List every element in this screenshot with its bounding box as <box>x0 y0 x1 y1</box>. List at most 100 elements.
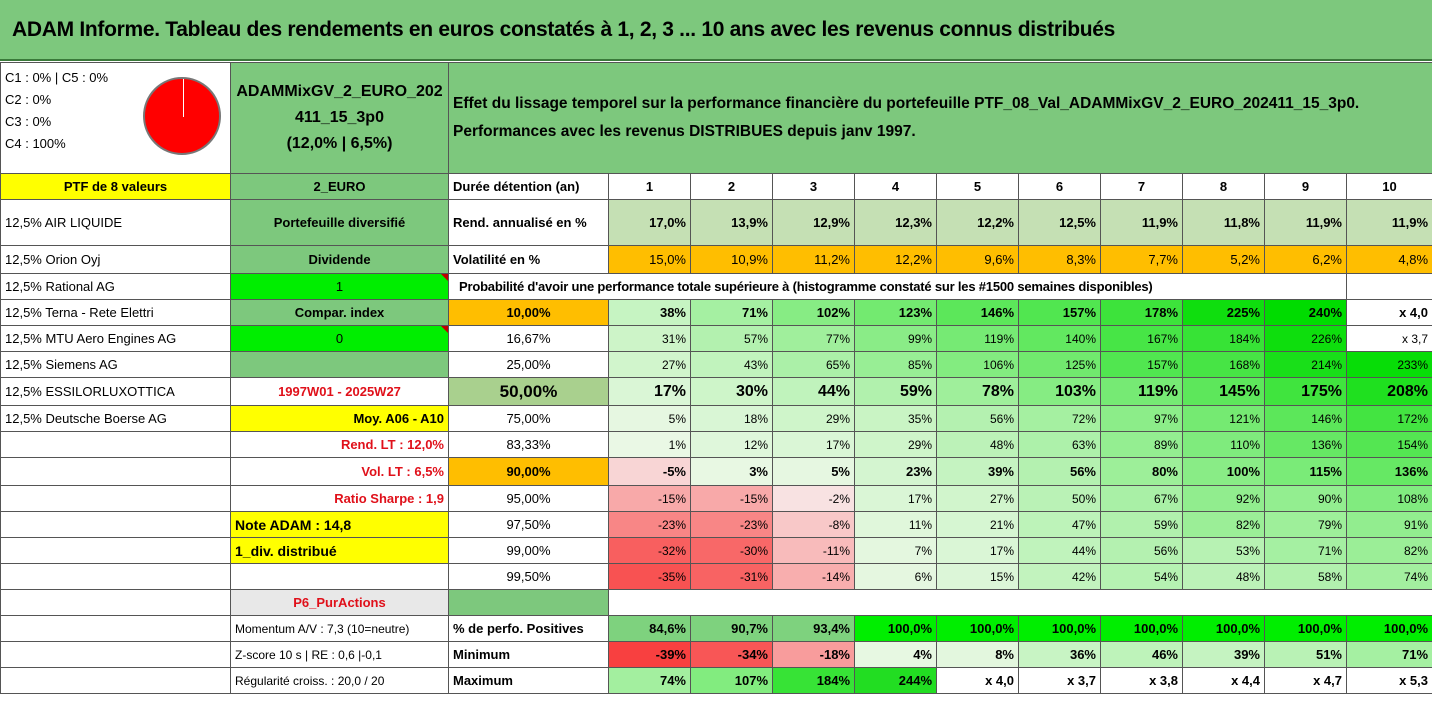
probability-value: -35% <box>608 563 691 590</box>
max-value: 74% <box>608 667 691 694</box>
page-title: ADAM Informe. Tableau des rendements en … <box>0 0 1432 61</box>
composition-c3: C3 : 0% <box>5 114 52 129</box>
pos-value: 84,6% <box>608 615 691 642</box>
probability-value: 106% <box>936 351 1019 378</box>
effect-description-cell: Effet du lissage temporel sur la perform… <box>447 62 1432 174</box>
probability-value: 178% <box>1100 299 1183 326</box>
probability-threshold: 10,00% <box>448 299 609 326</box>
probability-threshold: 97,50% <box>448 511 609 538</box>
probability-value: 17% <box>854 485 937 512</box>
pos-value: 93,4% <box>772 615 855 642</box>
probability-value: 82% <box>1182 511 1265 538</box>
probability-value: 214% <box>1264 351 1347 378</box>
pos-value: 100,0% <box>1100 615 1183 642</box>
probability-value: 175% <box>1264 377 1347 406</box>
probability-value: -15% <box>690 485 773 512</box>
probability-value: 29% <box>854 431 937 458</box>
probability-value: 53% <box>1182 537 1265 564</box>
portfolio-name-line2: 411_15_3p0 <box>295 109 384 126</box>
rend-value: 11,8% <box>1182 199 1265 246</box>
probability-value: 119% <box>936 325 1019 352</box>
probability-value: x 3,7 <box>1345 325 1432 352</box>
year-header: 1 <box>608 173 691 200</box>
probability-value: 136% <box>1345 457 1432 486</box>
probability-value: 63% <box>1018 431 1101 458</box>
probability-value: 56% <box>1100 537 1183 564</box>
vol-value: 8,3% <box>1018 245 1101 274</box>
probability-value: 56% <box>1018 457 1101 486</box>
probability-value: 11% <box>854 511 937 538</box>
pos-value: 100,0% <box>1345 615 1432 642</box>
probability-value: 100% <box>1182 457 1265 486</box>
max-value: x 3,7 <box>1018 667 1101 694</box>
rend-value: 11,9% <box>1264 199 1347 246</box>
portfolio-stats: (12,0% | 6,5%) <box>286 135 393 152</box>
probability-value: 48% <box>936 431 1019 458</box>
probability-value: 17% <box>936 537 1019 564</box>
compar-index-label: Compar. index <box>230 299 449 326</box>
probability-value: 44% <box>772 377 855 406</box>
vol-value: 15,0% <box>608 245 691 274</box>
zscore-label: Z-score 10 s | RE : 0,6 |-0,1 <box>230 641 449 668</box>
probability-value: 184% <box>1182 325 1265 352</box>
probability-value: 85% <box>854 351 937 378</box>
probability-value: 172% <box>1345 405 1432 432</box>
vol-value: 12,2% <box>854 245 937 274</box>
probability-value: 140% <box>1018 325 1101 352</box>
max-value: x 5,3 <box>1345 667 1432 694</box>
rend-value: 11,9% <box>1345 199 1432 246</box>
holding: 12,5% MTU Aero Engines AG <box>0 325 231 352</box>
compar-index-value: 0 <box>230 325 449 352</box>
min-value: 51% <box>1264 641 1347 668</box>
probability-value: 71% <box>1264 537 1347 564</box>
vol-value: 7,7% <box>1100 245 1183 274</box>
probability-value: 65% <box>772 351 855 378</box>
diversified-label: Portefeuille diversifié <box>230 199 449 246</box>
probability-value: 35% <box>854 405 937 432</box>
probability-value: 99% <box>854 325 937 352</box>
pos-value: 90,7% <box>690 615 773 642</box>
probability-value: 80% <box>1100 457 1183 486</box>
max-value: x 3,8 <box>1100 667 1183 694</box>
probability-value: 58% <box>1264 563 1347 590</box>
portfolio-name-line1: ADAMMixGV_2_EURO_202 <box>236 83 443 100</box>
year-header: 10 <box>1345 173 1432 200</box>
probability-threshold: 25,00% <box>448 351 609 378</box>
min-value: -34% <box>690 641 773 668</box>
probability-value: 168% <box>1182 351 1265 378</box>
probability-value: 17% <box>608 377 691 406</box>
holding: 12,5% Deutsche Boerse AG <box>0 405 231 432</box>
max-value: x 4,4 <box>1182 667 1265 694</box>
probability-threshold: 75,00% <box>448 405 609 432</box>
probability-value: 47% <box>1018 511 1101 538</box>
probability-value: 136% <box>1264 431 1347 458</box>
min-value: 36% <box>1018 641 1101 668</box>
probability-value: 15% <box>936 563 1019 590</box>
year-header: 9 <box>1264 173 1347 200</box>
probability-value: -30% <box>690 537 773 564</box>
pos-value: 100,0% <box>1018 615 1101 642</box>
probability-value: -15% <box>608 485 691 512</box>
probability-value: 57% <box>690 325 773 352</box>
min-value: -39% <box>608 641 691 668</box>
probability-value: 145% <box>1182 377 1265 406</box>
year-header: 7 <box>1100 173 1183 200</box>
probability-threshold: 50,00% <box>448 377 609 406</box>
returns-table: C1 : 0% | C5 : 0% C2 : 0% C3 : 0% C4 : 1… <box>0 62 1432 694</box>
year-header: 5 <box>936 173 1019 200</box>
probability-threshold: 99,00% <box>448 537 609 564</box>
rend-label: Rend. annualisé en % <box>448 199 609 246</box>
probability-value: 21% <box>936 511 1019 538</box>
effect-line2: Performances avec les revenus DISTRIBUES… <box>453 123 916 140</box>
probability-value: 59% <box>854 377 937 406</box>
min-value: 71% <box>1345 641 1432 668</box>
probability-threshold: 99,50% <box>448 563 609 590</box>
probability-value: 89% <box>1100 431 1183 458</box>
probability-threshold: 90,00% <box>448 457 609 486</box>
probability-value: 29% <box>772 405 855 432</box>
probability-value: 154% <box>1345 431 1432 458</box>
probability-value: 146% <box>1264 405 1347 432</box>
probability-value: 123% <box>854 299 937 326</box>
year-header: 6 <box>1018 173 1101 200</box>
dividend-label: Dividende <box>230 245 449 274</box>
